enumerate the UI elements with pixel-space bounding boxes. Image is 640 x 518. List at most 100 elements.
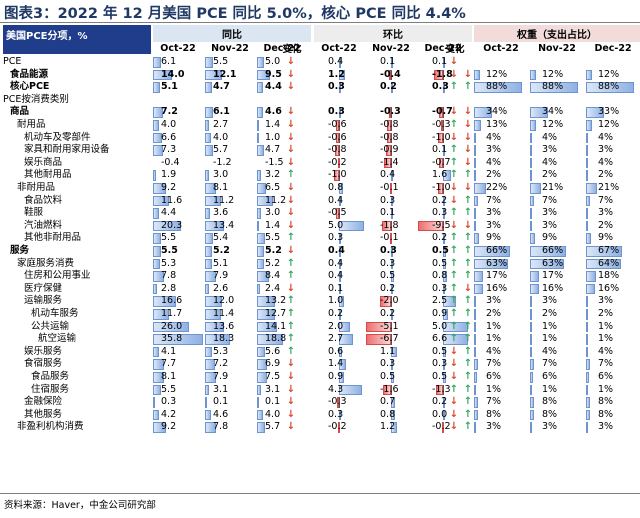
- row-label: 服务: [10, 245, 30, 256]
- mom-bar: [339, 283, 341, 295]
- weight-value: 4%: [542, 131, 558, 143]
- yoy-bar: [257, 271, 269, 282]
- mom-bar: [443, 145, 445, 156]
- table-row: 医疗保健 2.8 2.6 2.4 ↓ 0.1 0.2 0.3 ↑ ↓ 16% 16% 16%: [0, 283, 640, 296]
- weight-bar: [474, 220, 476, 232]
- weight-value: 88%: [598, 81, 620, 93]
- weight-bar: [586, 397, 591, 408]
- figure-title: 图表3：2022 年 12 月美国 PCE 同比 5.0%，核心 PCE 同比 …: [4, 6, 466, 22]
- row-label: 食品能源: [10, 68, 49, 80]
- mom-value: -1.4: [380, 156, 399, 168]
- weight-bar: [474, 157, 477, 169]
- yoy-value: 9.5: [265, 68, 282, 80]
- arrow-up-icon: ↑: [286, 169, 296, 181]
- yoy-value: 13.2: [265, 295, 287, 307]
- yoy-bar: [257, 69, 271, 81]
- yoy-value: 8.4: [265, 270, 281, 282]
- yoy-bar: [153, 346, 159, 358]
- mom-value: 0.2: [432, 396, 448, 408]
- weight-value: 18%: [598, 270, 620, 282]
- yoy-bar: [153, 220, 182, 232]
- yoy-bar: [257, 397, 259, 408]
- mom-value: 0.3: [380, 257, 396, 269]
- mom-bar: [339, 334, 354, 345]
- arrow-up-icon: ↑: [449, 308, 459, 319]
- mom-bar: [386, 132, 391, 144]
- weight-value: 2%: [598, 219, 614, 231]
- weight-value: 1%: [486, 333, 502, 345]
- mom-axis: [391, 220, 392, 232]
- yoy-bar: [257, 422, 265, 433]
- mom-bar: [388, 69, 391, 81]
- yoy-value: 20.3: [161, 219, 183, 231]
- yoy-value: 4.0: [161, 119, 177, 130]
- month-header-wt-1: Nov-22: [538, 42, 576, 54]
- arrow-up-icon: ↑: [449, 207, 459, 219]
- mom-value: 0.5: [380, 371, 396, 382]
- yoy-value: 13.4: [213, 219, 235, 231]
- yoy-bar: [153, 422, 166, 433]
- yoy-value: 6.1: [161, 56, 177, 67]
- yoy-bar: [205, 372, 216, 383]
- mom-value: -0.3: [328, 396, 347, 408]
- mom-bar: [335, 132, 339, 144]
- weight-bar: [474, 246, 510, 257]
- weight-value: 1%: [542, 383, 558, 395]
- weight-value: 4%: [542, 156, 558, 168]
- weight-bar: [474, 82, 522, 93]
- mom-value: 5.0: [328, 219, 344, 231]
- mom-value: 0.4: [328, 257, 344, 269]
- weight-bar: [474, 397, 478, 408]
- yoy-value: 2.4: [265, 282, 281, 294]
- mom-bar: [339, 409, 341, 421]
- mom-axis: [443, 107, 444, 118]
- mom-value: 0.3: [432, 81, 449, 93]
- yoy-value: 0.1: [265, 396, 281, 408]
- row-label: 机动车服务: [31, 308, 79, 319]
- yoy-bar: [257, 372, 268, 383]
- weight-value: 8%: [598, 396, 614, 408]
- mom-bar: [443, 372, 446, 383]
- yoy-value: -1.5: [265, 156, 284, 168]
- month-header-wt-2: Dec-22: [594, 42, 632, 54]
- table-row: 航空运输 35.8 18.3 18.8 ↑ 2.7 -6.7 6.6 ↑ ↑ 1% 1% 1%: [0, 333, 640, 346]
- mom-value: 0.2: [432, 194, 448, 206]
- weight-value: 3%: [598, 207, 614, 219]
- mom-value: -0.3: [432, 119, 451, 130]
- mom-bar: [391, 82, 393, 93]
- arrow-up-icon: ↑: [449, 81, 459, 93]
- weight-value: 12%: [598, 119, 620, 130]
- mom-bar: [436, 384, 443, 396]
- weight-value: 7%: [486, 396, 502, 408]
- arrow-up-icon: ↑: [449, 320, 459, 332]
- yoy-bar: [205, 107, 214, 118]
- weight-value: 67%: [598, 245, 620, 256]
- mom-value: 0.1: [432, 144, 448, 156]
- mom-value: -0.9: [380, 144, 399, 156]
- row-label: PCE: [3, 56, 22, 67]
- yoy-value: 5.5: [161, 232, 177, 244]
- yoy-bar: [205, 258, 213, 270]
- yoy-value: 12.7: [265, 308, 287, 319]
- arrow-up-icon: ↑: [463, 396, 473, 408]
- table-row: 机动车及零部件 6.6 4.0 1.0 ↓ -0.6 -0.8 -1.0 ↓ ↓ 4% 4% 4%: [0, 132, 640, 145]
- yoy-bar: [205, 334, 231, 345]
- row-label: 公共运输: [31, 320, 70, 332]
- row-label: 金融保险: [24, 396, 63, 408]
- weight-bar: [530, 397, 535, 408]
- weight-value: 4%: [486, 345, 502, 357]
- table-row: 其他耐用品 1.9 3.0 3.2 ↑ -1.0 0.4 1.6 ↑ ↑ 2% 2% 2%: [0, 169, 640, 182]
- mom-value: -0.7: [432, 156, 451, 168]
- mom-axis: [443, 120, 444, 131]
- yoy-value: 5.5: [213, 56, 229, 67]
- weight-bar: [586, 321, 588, 333]
- mom-bar: [339, 384, 362, 396]
- mom-bar: [441, 422, 444, 433]
- weight-value: 66%: [486, 245, 508, 256]
- yoy-bar: [205, 422, 216, 433]
- mom-bar: [437, 183, 443, 194]
- weight-value: 4%: [542, 345, 558, 357]
- mom-axis: [443, 220, 444, 232]
- mom-value: -1.3: [432, 383, 451, 395]
- mom-bar: [391, 372, 394, 383]
